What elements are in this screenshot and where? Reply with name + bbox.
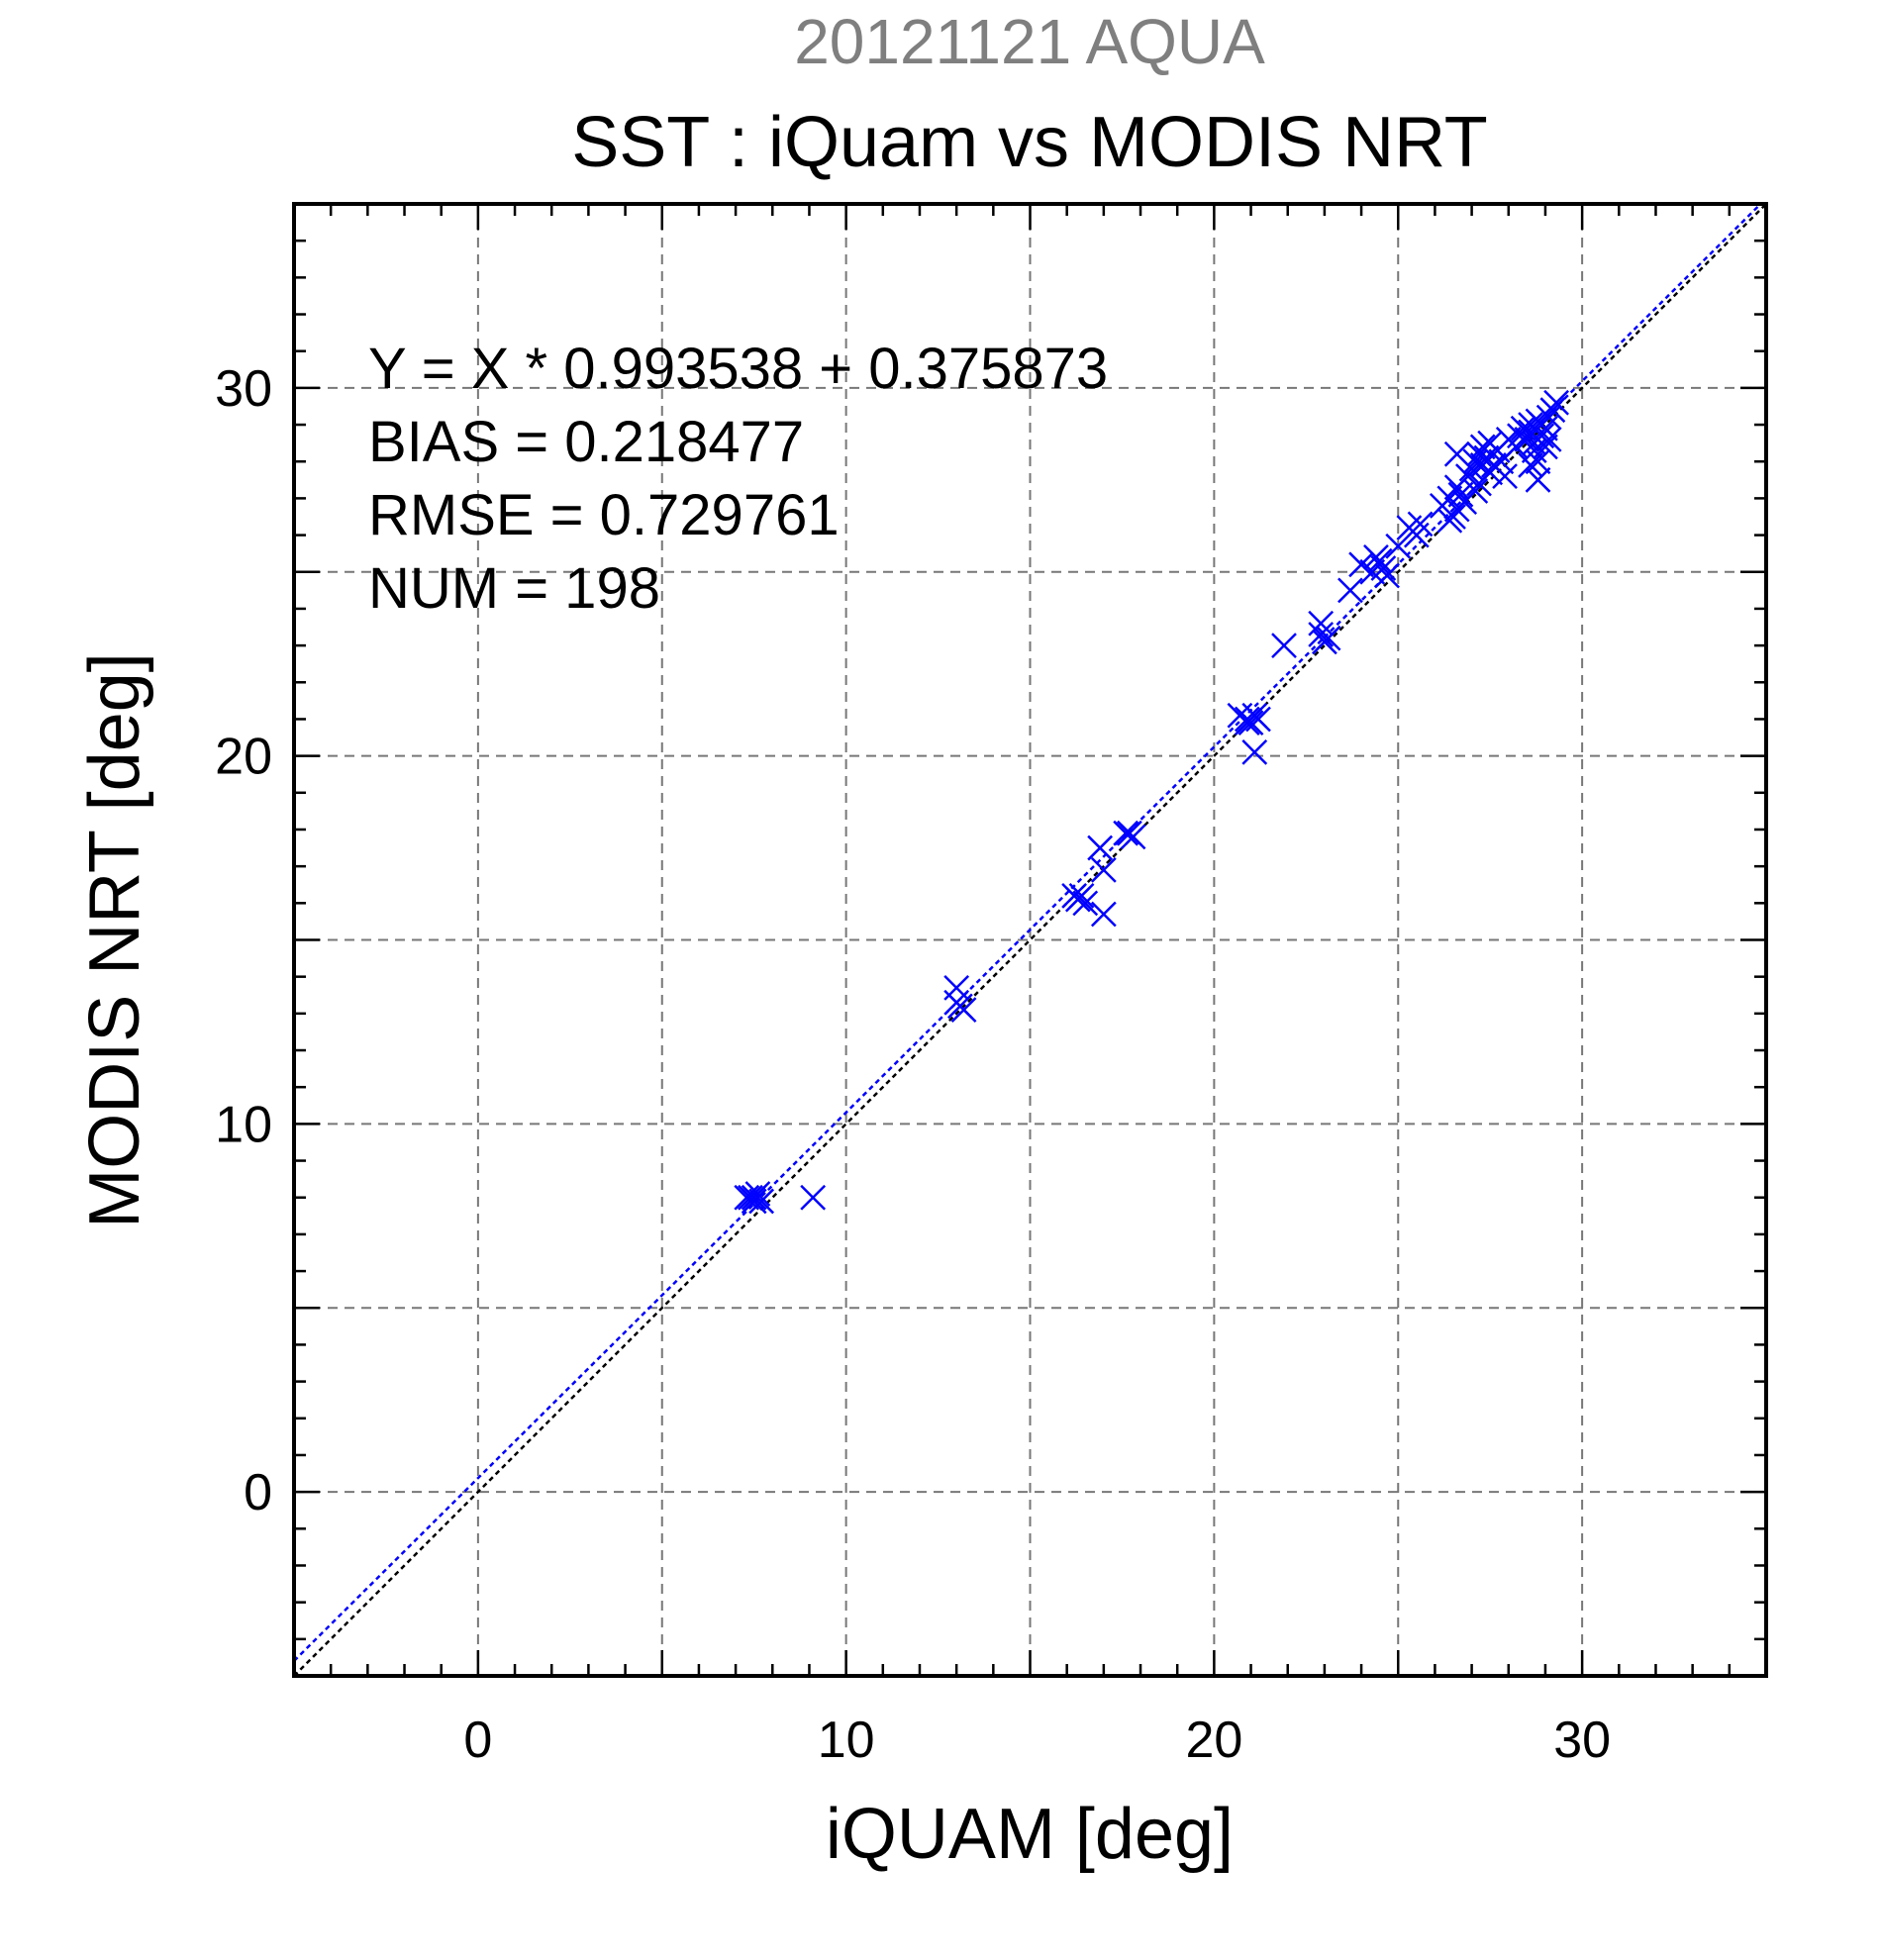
data-point <box>1492 463 1518 489</box>
chart-title: 20121121 AQUA <box>794 6 1265 77</box>
chart-subtitle: SST : iQuam vs MODIS NRT <box>571 103 1488 182</box>
data-point <box>1363 543 1389 570</box>
y-tick-label: 10 <box>215 1096 272 1153</box>
data-points <box>734 389 1569 1215</box>
stat-rmse: RMSE = 0.729761 <box>368 483 840 547</box>
data-point <box>1535 427 1562 452</box>
data-point <box>1518 452 1543 478</box>
data-point <box>1337 577 1363 604</box>
data-point <box>800 1184 827 1211</box>
x-tick-label: 30 <box>1553 1712 1611 1769</box>
data-point <box>1308 622 1335 647</box>
data-point <box>950 997 977 1024</box>
data-point <box>1543 389 1569 416</box>
data-point <box>1462 478 1489 504</box>
data-point <box>1525 466 1551 493</box>
data-point <box>1271 633 1297 658</box>
x-tick-label: 20 <box>1185 1712 1242 1769</box>
data-point <box>741 1184 767 1211</box>
data-point <box>734 1184 760 1211</box>
data-point <box>748 1188 775 1215</box>
data-point <box>1238 710 1264 736</box>
data-point <box>1090 901 1117 928</box>
data-point <box>1315 625 1341 651</box>
x-tick-label: 10 <box>818 1712 875 1769</box>
data-point <box>741 1188 767 1215</box>
data-point <box>1241 739 1268 765</box>
data-point <box>1403 522 1430 548</box>
data-point <box>1529 412 1555 438</box>
x-tick-label: 0 <box>463 1712 492 1769</box>
data-point <box>1539 397 1566 424</box>
data-point <box>1308 610 1335 637</box>
data-point <box>1090 856 1117 883</box>
stat-num: NUM = 198 <box>368 556 660 621</box>
y-tick-label: 30 <box>215 360 272 418</box>
data-point <box>1370 555 1397 581</box>
data-point <box>1068 883 1095 909</box>
data-point <box>1374 562 1400 589</box>
data-point <box>1234 710 1260 736</box>
plot-frame <box>292 202 1768 1678</box>
x-axis-label: iQUAM [deg] <box>826 1795 1234 1874</box>
grid <box>294 204 1766 1676</box>
data-point <box>1113 820 1139 846</box>
x-tick-labels: 0 10 20 30 <box>463 1712 1611 1769</box>
data-point <box>943 974 970 1001</box>
data-point <box>1525 448 1551 475</box>
data-point <box>1061 883 1087 909</box>
stat-bias: BIAS = 0.218477 <box>368 410 804 474</box>
data-point <box>1385 533 1412 559</box>
stat-fit-equation: Y = X * 0.993538 + 0.375873 <box>368 337 1108 401</box>
data-point <box>1466 470 1492 497</box>
data-point <box>1072 890 1099 917</box>
data-point <box>1533 434 1558 460</box>
data-point <box>1469 434 1496 460</box>
y-tick-label: 0 <box>244 1464 272 1521</box>
y-tick-label: 20 <box>215 729 272 786</box>
y-axis-label: MODIS NRT [deg] <box>75 652 154 1228</box>
data-point <box>1447 481 1474 508</box>
data-point <box>1120 824 1146 850</box>
data-point <box>1087 834 1114 861</box>
y-tick-labels: 0 10 20 30 <box>215 360 272 1521</box>
data-point <box>1436 507 1463 534</box>
stats-annotation: Y = X * 0.993538 + 0.375873 BIAS = 0.218… <box>368 337 1108 621</box>
